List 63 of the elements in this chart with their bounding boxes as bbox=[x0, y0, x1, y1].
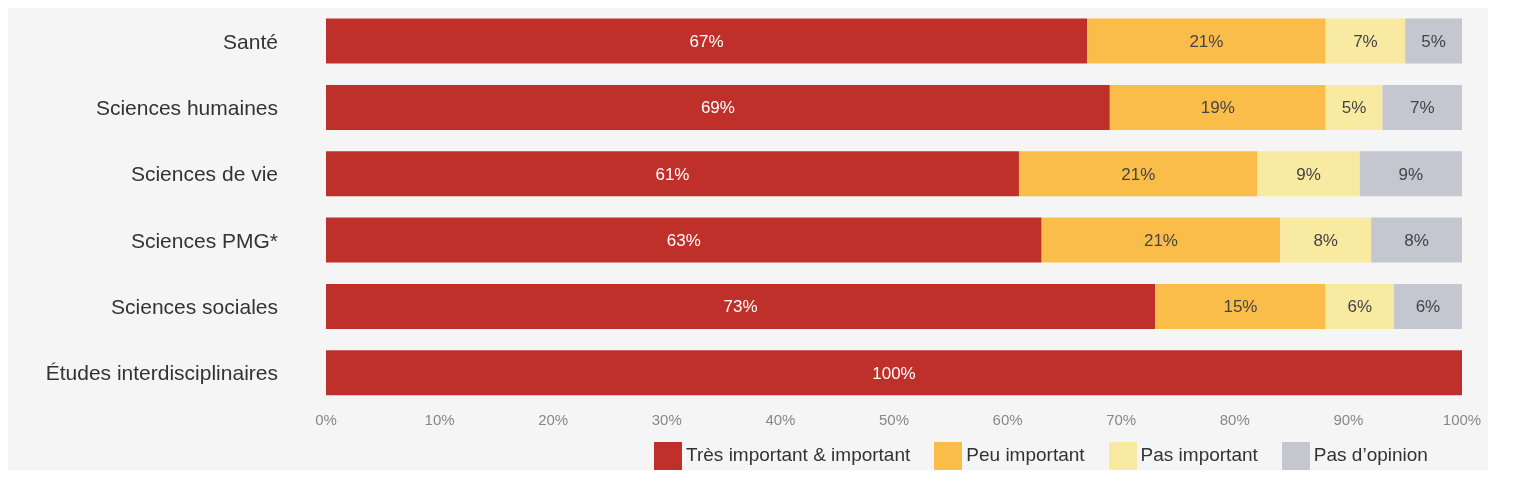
bar bbox=[326, 350, 1462, 396]
x-tick-label: 100% bbox=[1442, 410, 1482, 428]
data-label: 67% bbox=[689, 32, 724, 52]
bar bbox=[326, 18, 1088, 64]
bar bbox=[1041, 217, 1281, 263]
data-label: 9% bbox=[1296, 164, 1321, 184]
data-label: 9% bbox=[1398, 164, 1424, 184]
y-tick-label: Santé bbox=[223, 29, 278, 53]
bar bbox=[326, 217, 1042, 263]
data-label: 21% bbox=[1121, 164, 1156, 184]
data-label: 19% bbox=[1200, 98, 1235, 118]
bar bbox=[1325, 18, 1406, 64]
bar bbox=[1393, 283, 1462, 329]
data-label: 8% bbox=[1313, 231, 1338, 251]
data-label: 6% bbox=[1347, 297, 1373, 317]
data-label: 63% bbox=[666, 231, 701, 251]
bar bbox=[1325, 84, 1383, 130]
data-label: 100% bbox=[872, 363, 916, 383]
data-label: 7% bbox=[1409, 98, 1435, 118]
bar bbox=[1280, 217, 1372, 263]
x-tick-label: 20% bbox=[538, 410, 569, 428]
legend-label: Pas important bbox=[1140, 444, 1258, 466]
data-label: 7% bbox=[1353, 32, 1378, 52]
data-label: 5% bbox=[1341, 98, 1367, 118]
data-label: 6% bbox=[1415, 297, 1441, 317]
x-tick-label: 60% bbox=[992, 410, 1023, 428]
x-tick-label: 90% bbox=[1333, 410, 1364, 428]
x-tick-label: 30% bbox=[651, 410, 682, 428]
bar bbox=[1371, 217, 1462, 263]
bar bbox=[326, 84, 1110, 130]
bar bbox=[1155, 283, 1326, 329]
bar bbox=[326, 283, 1156, 329]
data-label: 5% bbox=[1421, 32, 1446, 52]
y-tick-label: Études interdisciplinaires bbox=[45, 361, 278, 385]
bar bbox=[1257, 151, 1360, 197]
bar bbox=[1359, 151, 1462, 197]
x-tick-label: 0% bbox=[315, 410, 337, 428]
y-tick-label: Sciences de vie bbox=[130, 162, 278, 186]
bar bbox=[1405, 18, 1462, 64]
legend-label: Pas d’opinion bbox=[1313, 444, 1428, 466]
bar bbox=[326, 151, 1019, 197]
data-label: 21% bbox=[1189, 32, 1224, 52]
bar bbox=[1087, 18, 1326, 64]
bar bbox=[1109, 84, 1326, 130]
x-tick-label: 40% bbox=[765, 410, 796, 428]
legend-label: Très important & important bbox=[686, 444, 911, 466]
y-tick-label: Sciences sociales bbox=[111, 294, 278, 318]
bar bbox=[1018, 151, 1258, 197]
data-label: 69% bbox=[700, 98, 735, 118]
data-label: 21% bbox=[1143, 231, 1178, 251]
data-label: 15% bbox=[1223, 297, 1258, 317]
data-label: 61% bbox=[655, 164, 690, 184]
legend-label: Peu important bbox=[966, 444, 1085, 466]
data-label: 8% bbox=[1404, 231, 1429, 251]
y-tick-label: Sciences humaines bbox=[95, 95, 278, 119]
x-tick-label: 80% bbox=[1219, 410, 1250, 428]
x-tick-label: 70% bbox=[1106, 410, 1137, 428]
y-tick-label: Sciences PMG* bbox=[130, 228, 278, 252]
data-label: 73% bbox=[723, 297, 758, 317]
bar bbox=[1325, 283, 1394, 329]
bar bbox=[1382, 84, 1462, 130]
x-tick-label: 50% bbox=[878, 410, 910, 428]
x-tick-label: 10% bbox=[424, 410, 455, 428]
